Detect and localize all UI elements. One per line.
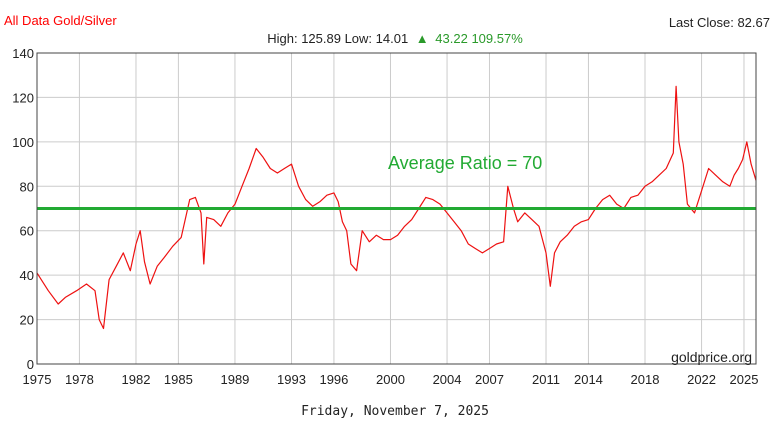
x-tick-label: 1993 — [277, 372, 306, 387]
x-tick-label: 2018 — [631, 372, 660, 387]
x-tick-label: 2007 — [475, 372, 504, 387]
y-tick-label: 0 — [27, 357, 34, 372]
plot-border — [36, 52, 757, 365]
x-tick-label: 1996 — [319, 372, 348, 387]
x-tick-label: 2000 — [376, 372, 405, 387]
last-close-label: Last Close: 82.67 — [669, 15, 770, 30]
chart-title: All Data Gold/Silver — [4, 13, 117, 28]
high-low-text: High: 125.89 Low: 14.01 — [267, 31, 408, 46]
y-tick-label: 100 — [12, 135, 34, 150]
change-up-icon: ▲ — [416, 31, 429, 46]
x-tick-label: 2014 — [574, 372, 603, 387]
change-text: 43.22 109.57% — [435, 31, 523, 46]
y-tick-label: 120 — [12, 90, 34, 105]
date-label: Friday, November 7, 2025 — [301, 404, 489, 419]
x-tick-label: 2022 — [687, 372, 716, 387]
y-tick-label: 20 — [20, 313, 34, 328]
x-tick-label: 1982 — [122, 372, 151, 387]
x-tick-label: 2011 — [532, 372, 560, 387]
ratio-series-line — [36, 85, 757, 330]
y-tick-label: 80 — [20, 179, 34, 194]
x-tick-label: 1975 — [23, 372, 52, 387]
stats-line: High: 125.89 Low: 14.01 ▲ 43.22 109.57% — [267, 31, 523, 46]
y-tick-label: 140 — [12, 46, 34, 61]
y-tick-label: 40 — [20, 268, 34, 283]
x-tick-label: 2025 — [730, 372, 759, 387]
average-ratio-label: Average Ratio = 70 — [388, 153, 542, 173]
x-tick-label: 1978 — [65, 372, 94, 387]
x-axis-labels: 1975 1978 1982 1985 1989 1993 1996 2000 2004 2007… — [23, 372, 759, 387]
x-tick-label: 1989 — [220, 372, 249, 387]
source-label: goldprice.org — [671, 349, 752, 365]
x-tick-label: 2004 — [433, 372, 462, 387]
x-tick-label: 1985 — [164, 372, 193, 387]
y-tick-label: 60 — [20, 224, 34, 239]
y-axis-labels: 0 20 40 60 80 100 120 140 — [12, 46, 34, 372]
